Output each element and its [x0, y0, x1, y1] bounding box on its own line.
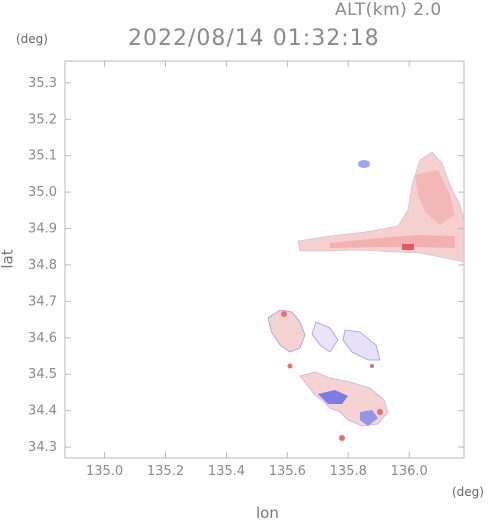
y-tick-label: 35.0: [28, 185, 57, 200]
timestamp-title: 2022/08/14 01:32:18: [128, 26, 380, 51]
y-tick-label: 34.7: [28, 294, 57, 309]
x-tick-label: 135.6: [269, 464, 306, 479]
y-tick-label: 34.4: [28, 404, 57, 419]
echo-cell-4: [339, 435, 345, 441]
x-tick-label: 135.4: [208, 464, 245, 479]
echo-cell-2: [287, 363, 293, 369]
x-tick-label: 135.8: [330, 464, 367, 479]
x-axis-label: lon: [256, 504, 279, 522]
y-tick-label: 35.3: [28, 76, 57, 91]
y-tick-label: 34.8: [28, 258, 57, 273]
y-tick-label: 35.1: [28, 149, 57, 164]
echo-data-layer: [267, 151, 465, 441]
echo-cell-5: [377, 409, 383, 415]
echo-region-central-east: [311, 321, 339, 353]
echo-negative-cell: [358, 160, 370, 168]
echo-cell-3: [370, 364, 374, 368]
y-tick-label: 34.5: [28, 367, 57, 382]
y-tick-label: 34.3: [28, 440, 57, 455]
x-tick-label: 135.0: [86, 464, 123, 479]
altitude-label: ALT(km) 2.0: [335, 0, 442, 20]
y-axis-ticks: 34.3 34.4 34.5 34.6 34.7 34.8 34.9 35.0 35.1 35.2…: [28, 76, 464, 455]
echo-region-south-negative: [318, 390, 348, 404]
x-axis-ticks: 135.0 135.2 135.4 135.6 135.8 136.0: [86, 61, 428, 479]
x-tick-label: 135.2: [147, 464, 184, 479]
y-tick-label: 34.9: [28, 222, 57, 237]
echo-region-central: [267, 309, 306, 353]
y-tick-label: 34.6: [28, 331, 57, 346]
echo-region-northeast-streak: [330, 235, 455, 248]
y-axis-unit: (deg): [16, 32, 48, 46]
echo-cell-1: [281, 311, 287, 317]
echo-strong-cell: [402, 244, 414, 250]
echo-region-northeast-core: [415, 170, 455, 225]
echo-region-south-east: [360, 410, 378, 426]
y-tick-label: 35.2: [28, 112, 57, 127]
x-tick-label: 136.0: [391, 464, 428, 479]
x-axis-unit: (deg): [452, 485, 484, 499]
plot-frame: [64, 60, 465, 459]
echo-region-central-east-2: [342, 329, 381, 361]
